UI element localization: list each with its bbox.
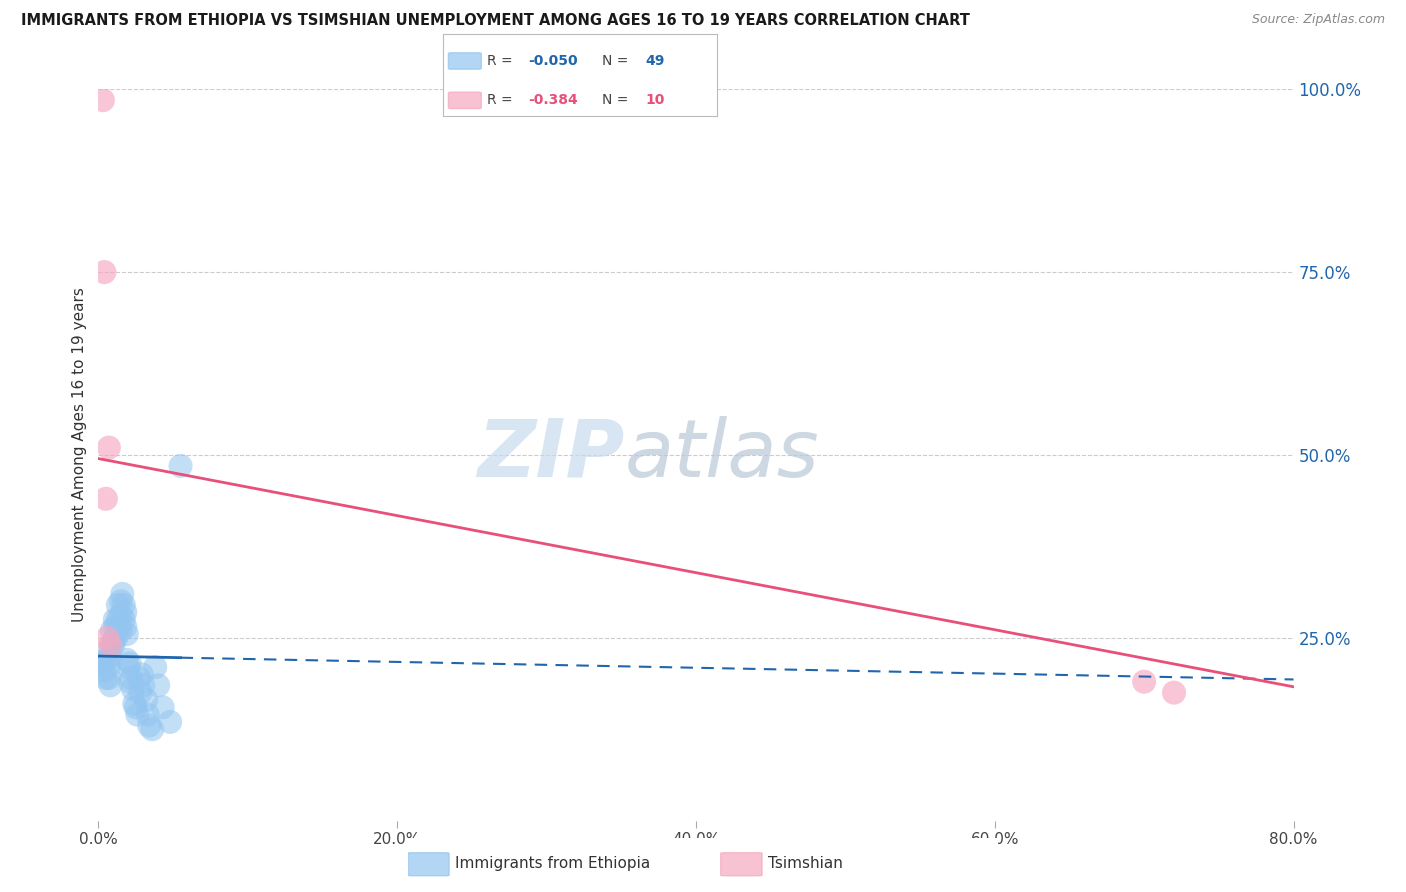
Text: 10: 10 [645, 94, 665, 107]
Point [107, 613, 129, 627]
Point [114, 605, 136, 619]
Point [97, 660, 120, 674]
Text: Immigrants from Ethiopia: Immigrants from Ethiopia [456, 855, 650, 871]
Point [143, 660, 166, 674]
Text: R =: R = [486, 54, 517, 68]
Point [152, 700, 174, 714]
Point [97, 671, 120, 685]
Point [93, 265, 115, 279]
Point [96, 631, 118, 645]
Point [117, 660, 139, 674]
Point [105, 631, 128, 645]
Point [111, 587, 134, 601]
Point [136, 707, 159, 722]
Text: atlas: atlas [624, 416, 820, 494]
Point [104, 613, 127, 627]
Point [110, 594, 132, 608]
Point [101, 624, 124, 638]
Point [108, 620, 131, 634]
FancyBboxPatch shape [449, 53, 481, 70]
Point [118, 657, 141, 671]
Text: N =: N = [602, 54, 633, 68]
Text: Source: ZipAtlas.com: Source: ZipAtlas.com [1251, 13, 1385, 27]
Point [110, 608, 132, 623]
FancyBboxPatch shape [408, 853, 449, 876]
Point [107, 598, 129, 612]
Point [138, 718, 160, 732]
Point [115, 653, 138, 667]
Point [112, 613, 135, 627]
Point [135, 693, 157, 707]
Text: N =: N = [602, 94, 633, 107]
Point [112, 598, 135, 612]
Text: -0.050: -0.050 [527, 54, 578, 68]
Point [93, 664, 115, 678]
Point [100, 638, 122, 652]
Point [103, 638, 125, 652]
Text: IMMIGRANTS FROM ETHIOPIA VS TSIMSHIAN UNEMPLOYMENT AMONG AGES 16 TO 19 YEARS COR: IMMIGRANTS FROM ETHIOPIA VS TSIMSHIAN UN… [21, 13, 970, 29]
Point [94, 653, 117, 667]
Point [129, 686, 152, 700]
Point [115, 627, 138, 641]
Point [94, 491, 117, 506]
Point [169, 458, 191, 473]
Y-axis label: Unemployment Among Ages 16 to 19 years: Unemployment Among Ages 16 to 19 years [72, 287, 87, 623]
Point [91, 657, 114, 671]
Text: 49: 49 [645, 54, 665, 68]
Point [124, 697, 146, 711]
Point [132, 678, 155, 692]
Point [121, 681, 143, 696]
Point [91, 93, 114, 107]
Text: -0.384: -0.384 [527, 94, 578, 107]
Text: Tsimshian: Tsimshian [768, 855, 842, 871]
Point [110, 624, 132, 638]
Point [159, 714, 181, 729]
Text: R =: R = [486, 94, 517, 107]
Point [103, 634, 125, 648]
Point [120, 671, 142, 685]
Point [100, 649, 122, 664]
Point [94, 671, 117, 685]
Point [114, 620, 136, 634]
Point [131, 667, 153, 681]
Point [1133, 674, 1156, 689]
FancyBboxPatch shape [721, 853, 762, 876]
Point [128, 671, 150, 685]
Point [127, 707, 149, 722]
Text: ZIP: ZIP [477, 416, 624, 494]
Point [141, 723, 163, 737]
Point [118, 674, 141, 689]
FancyBboxPatch shape [449, 92, 481, 109]
Point [96, 645, 118, 659]
Point [148, 678, 170, 692]
Point [1163, 686, 1185, 700]
Point [97, 441, 120, 455]
Point [100, 678, 122, 692]
Point [125, 700, 148, 714]
Point [104, 620, 127, 634]
